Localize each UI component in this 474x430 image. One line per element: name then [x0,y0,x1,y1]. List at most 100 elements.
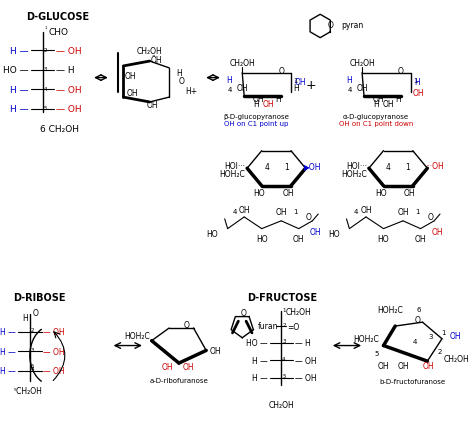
Text: 5: 5 [44,106,47,111]
Text: +: + [305,79,316,92]
Text: H: H [293,84,299,92]
Text: 4: 4 [264,163,269,172]
Text: OH: OH [127,89,138,98]
Text: H —: H — [252,373,267,382]
Text: 1: 1 [293,77,297,83]
Text: O: O [278,67,284,76]
Text: 5: 5 [31,362,34,368]
Text: H: H [227,76,232,85]
Text: O: O [179,77,185,86]
Text: 1: 1 [413,77,417,83]
Text: OH: OH [237,84,248,92]
Text: OH: OH [282,189,294,198]
Text: OH: OH [210,346,222,355]
Text: 4: 4 [44,86,47,92]
Text: — OH: — OH [295,373,317,382]
Text: 1: 1 [284,163,289,172]
Text: 4: 4 [282,356,286,361]
Text: — OH: — OH [56,86,82,95]
Text: 3: 3 [44,67,47,72]
Text: O: O [33,308,39,317]
Text: ···OH: ···OH [425,161,444,170]
Text: HOH₂C: HOH₂C [353,335,379,344]
Text: β-D-glucopyranose: β-D-glucopyranose [223,114,289,120]
Text: 4: 4 [348,87,352,93]
Text: CH₂OH: CH₂OH [268,399,294,408]
Text: 5: 5 [282,373,286,378]
Text: HOH₂C: HOH₂C [341,169,367,178]
Text: 4: 4 [386,163,391,172]
Text: H —: H — [10,86,29,95]
Text: HO: HO [256,234,267,243]
Text: HOH₂C: HOH₂C [124,332,150,341]
Text: H —: H — [10,105,29,114]
Text: OH: OH [360,205,372,214]
Text: OH: OH [124,72,136,81]
Text: OH: OH [293,234,305,243]
Text: HO: HO [328,230,340,239]
Text: a-D-ribofuranose: a-D-ribofuranose [149,377,208,383]
Text: D-RIBOSE: D-RIBOSE [13,292,66,302]
Text: D-GLUCOSE: D-GLUCOSE [26,12,89,22]
Text: OH: OH [404,189,416,198]
Text: 2: 2 [44,48,47,53]
Text: CH₂OH: CH₂OH [286,307,312,316]
Text: 1: 1 [405,163,410,172]
Text: HO: HO [378,234,389,243]
Text: 1: 1 [293,209,298,215]
Text: OH: OH [162,362,173,372]
Text: OH: OH [413,89,424,98]
Text: OH: OH [373,94,384,103]
Text: — H: — H [56,66,75,75]
Text: OH: OH [378,361,389,370]
Text: O: O [398,67,404,76]
Text: HO: HO [253,189,264,198]
Text: O: O [184,320,190,329]
Text: 6: 6 [416,307,421,313]
Text: — OH: — OH [56,47,82,56]
Text: 6 CH₂OH: 6 CH₂OH [40,124,79,133]
Text: OH on C1 point up: OH on C1 point up [224,121,288,127]
Text: OH: OH [431,227,443,236]
Text: 4: 4 [354,209,358,215]
Text: OH: OH [183,362,194,372]
Text: HO —: HO — [246,338,267,347]
Text: H: H [275,94,281,103]
Text: O: O [428,213,433,222]
Text: O: O [328,22,334,31]
Text: H: H [22,313,28,322]
Text: HO: HO [375,189,386,198]
Text: HOH₂C: HOH₂C [219,169,245,178]
Text: D-FRUCTOSE: D-FRUCTOSE [247,292,317,302]
Text: OH: OH [238,205,250,214]
Text: 3: 3 [282,338,286,344]
Text: CHO: CHO [48,28,68,37]
Text: OH: OH [397,207,409,216]
Text: H —: H — [0,366,16,375]
Text: 2: 2 [31,328,34,333]
Text: — H: — H [295,338,310,347]
Text: 4: 4 [412,338,417,344]
Text: HOI···: HOI··· [224,161,245,170]
Text: furan: furan [258,321,278,330]
Text: CH₂OH: CH₂OH [137,47,163,56]
Text: 3: 3 [31,347,34,352]
Text: H —: H — [252,356,267,365]
Text: HOH₂C: HOH₂C [377,305,403,314]
Text: 2: 2 [282,322,286,327]
Text: H —: H — [0,347,16,356]
Text: HO: HO [206,230,218,239]
Text: O: O [415,315,420,324]
Text: — OH: — OH [56,105,82,114]
Text: OH: OH [415,234,426,243]
Text: ¹: ¹ [45,28,47,32]
Text: OH: OH [253,94,264,103]
Text: α-D-glucopyranose: α-D-glucopyranose [343,114,409,120]
Text: ▶OH: ▶OH [304,161,321,170]
Text: OH: OH [263,100,274,109]
Text: 2: 2 [438,349,442,355]
Text: H —: H — [10,47,29,56]
Text: 4: 4 [228,87,232,93]
Text: H: H [373,100,379,109]
Text: H: H [346,76,352,85]
